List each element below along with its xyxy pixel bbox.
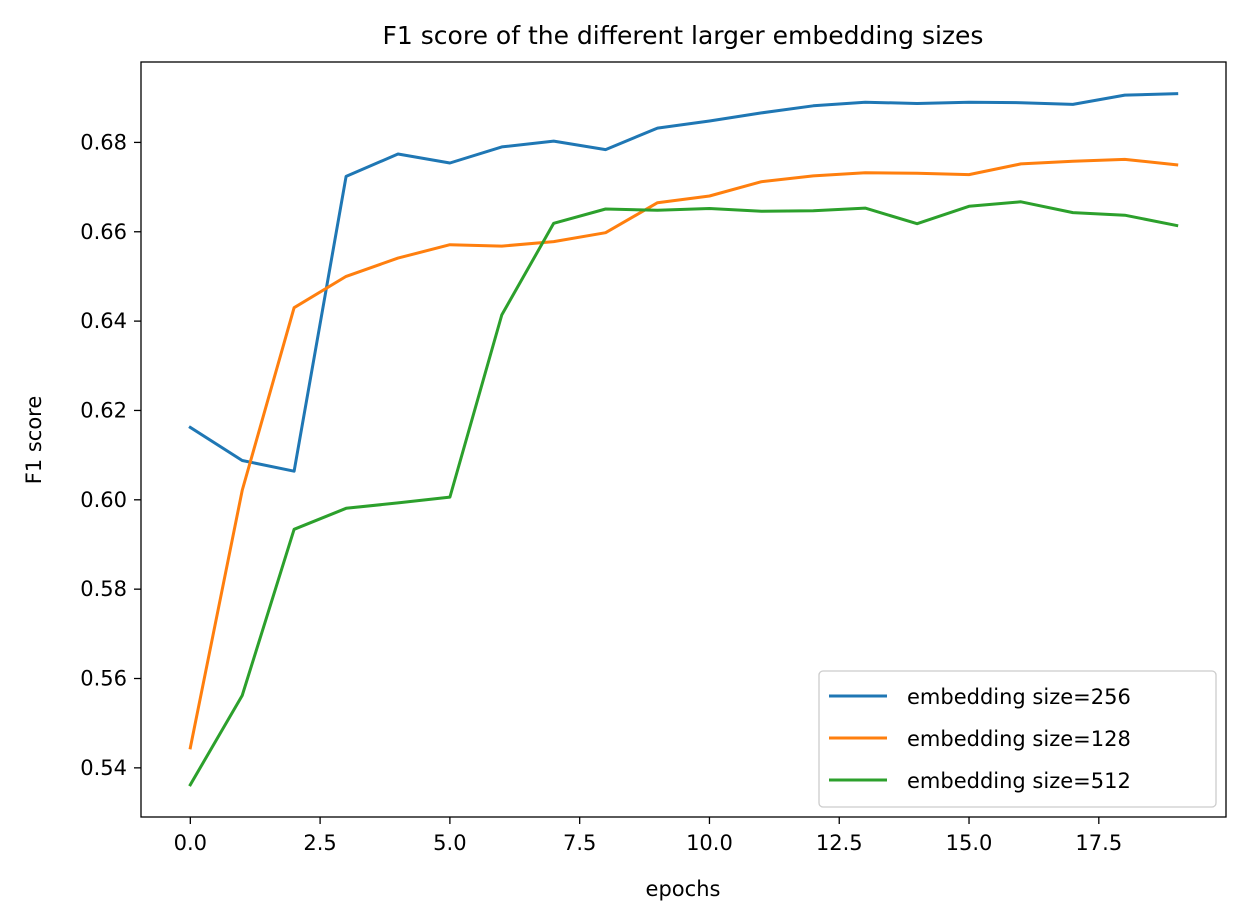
x-tick-label: 10.0 <box>686 831 733 855</box>
legend: embedding size=256 embedding size=128 embe… <box>818 670 1217 808</box>
x-axis: 0.0 2.5 5.0 7.5 10.0 12.5 15.0 17.5 <box>174 817 1122 855</box>
y-axis: 0.54 0.56 0.58 0.60 0.62 0.64 0.66 0.68 <box>80 130 141 780</box>
x-tick-label: 7.5 <box>563 831 596 855</box>
y-tick-label: 0.66 <box>80 220 127 244</box>
series-line-2 <box>188 200 1179 787</box>
y-tick-label: 0.60 <box>80 488 127 512</box>
y-tick-label: 0.64 <box>80 309 127 333</box>
chart-title: F1 score of the different larger embeddi… <box>383 21 984 50</box>
x-tick-label: 5.0 <box>433 831 466 855</box>
legend-label-2: embedding size=512 <box>907 769 1131 793</box>
x-tick-label: 2.5 <box>303 831 336 855</box>
x-axis-label: epochs <box>646 877 721 901</box>
x-tick-label: 17.5 <box>1075 831 1122 855</box>
legend-box <box>818 670 1217 808</box>
series-line-1 <box>188 157 1179 750</box>
y-tick-label: 0.68 <box>80 130 127 154</box>
y-tick-label: 0.56 <box>80 667 127 691</box>
legend-label-1: embedding size=128 <box>907 727 1131 751</box>
y-tick-label: 0.62 <box>80 398 127 422</box>
y-tick-label: 0.54 <box>80 756 127 780</box>
y-axis-label: F1 score <box>22 396 46 485</box>
legend-label-0: embedding size=256 <box>907 685 1131 709</box>
series-layer <box>188 92 1179 787</box>
plot-frame <box>140 61 1227 818</box>
x-tick-label: 12.5 <box>816 831 863 855</box>
x-tick-label: 0.0 <box>174 831 207 855</box>
series-line-0 <box>188 92 1179 473</box>
x-tick-label: 15.0 <box>946 831 993 855</box>
y-tick-label: 0.58 <box>80 577 127 601</box>
